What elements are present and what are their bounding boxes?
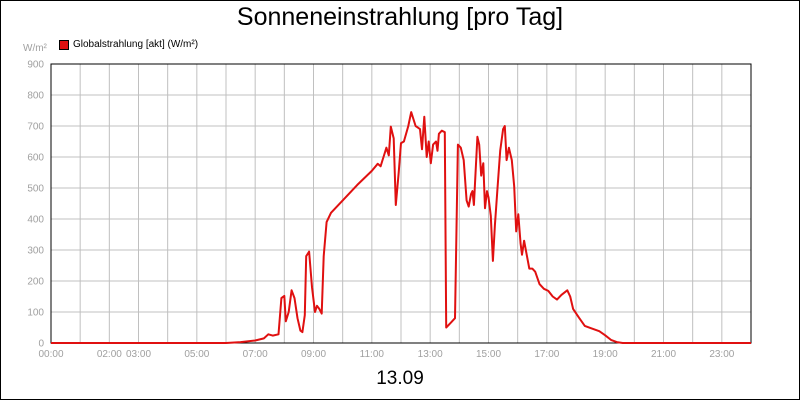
y-tick-label: 700 <box>27 122 44 133</box>
x-tick-label: 03:00 <box>126 349 151 360</box>
y-tick-label: 100 <box>27 308 44 319</box>
chart-title: Sonneneinstrahlung [pro Tag] <box>236 3 564 31</box>
x-tick-label: 23:00 <box>709 349 734 360</box>
x-tick-label: 13:00 <box>418 349 443 360</box>
x-axis-label: 13.09 <box>376 368 424 389</box>
legend: Globalstrahlung [akt] (W/m²) <box>59 39 198 50</box>
x-tick-label: 07:00 <box>243 349 268 360</box>
series-line-globalstrahlung <box>51 111 751 344</box>
y-tick-label: 300 <box>27 246 44 257</box>
x-tick-label: 00:00 <box>38 349 63 360</box>
legend-swatch <box>59 39 69 50</box>
y-tick-label: 400 <box>27 215 44 226</box>
y-axis-label: W/m² <box>23 43 48 54</box>
x-tick-label: 02:00 <box>97 349 122 360</box>
x-axis: 00:00 02:00 03:00 05:00 07:00 09:00 11:00 13:00… <box>38 349 734 360</box>
legend-label: Globalstrahlung [akt] (W/m²) <box>73 39 199 50</box>
y-tick-label: 0 <box>38 339 44 350</box>
y-tick-label: 900 <box>27 60 44 71</box>
plot-border <box>50 63 752 344</box>
x-tick-label: 21:00 <box>651 349 676 360</box>
grid-lines <box>51 64 751 343</box>
x-tick-label: 15:00 <box>476 349 501 360</box>
x-tick-label: 17:00 <box>534 349 559 360</box>
x-tick-label: 11:00 <box>360 349 385 360</box>
y-tick-label: 600 <box>27 153 44 164</box>
x-tick-label: 19:00 <box>593 349 618 360</box>
y-axis: 0 100 200 300 400 500 600 700 800 900 <box>27 60 44 350</box>
y-tick-label: 500 <box>27 184 44 195</box>
x-tick-label: 05:00 <box>184 349 209 360</box>
y-tick-label: 200 <box>27 277 44 288</box>
x-tick-label: 09:00 <box>301 349 326 360</box>
y-tick-label: 800 <box>27 91 44 102</box>
